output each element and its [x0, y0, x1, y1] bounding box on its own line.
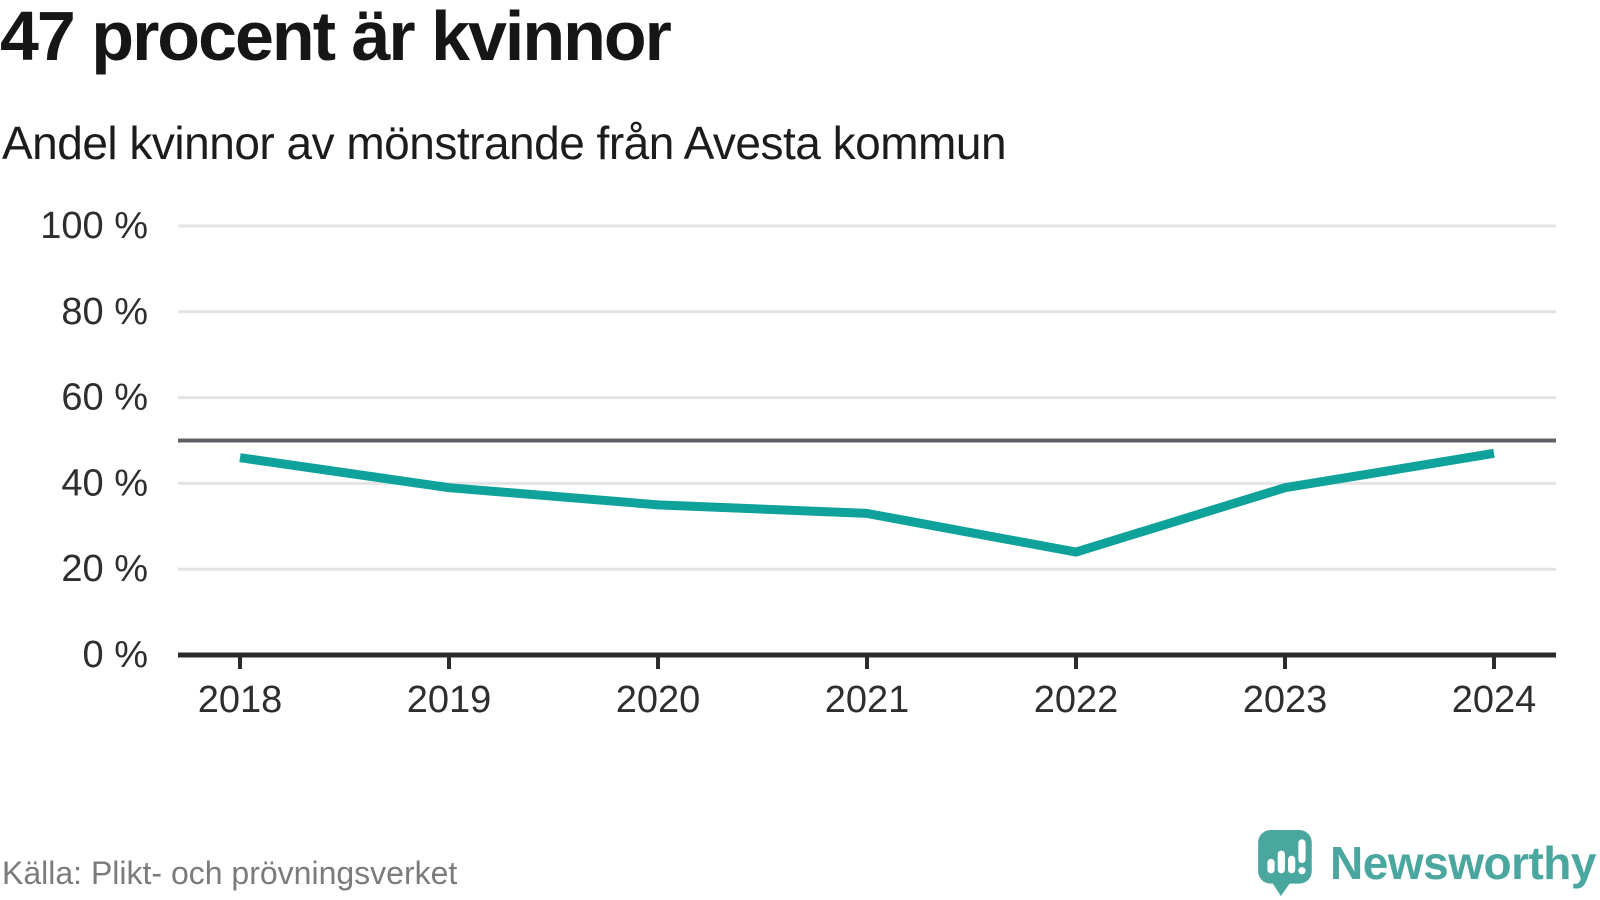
- x-axis-tick-label: 2024: [1452, 679, 1537, 721]
- newsworthy-logo-icon: [1258, 830, 1312, 896]
- x-axis-tick-label: 2022: [1034, 679, 1119, 721]
- chart-title: 47 procent är kvinnor: [0, 0, 672, 75]
- y-axis-tick-label: 100 %: [40, 205, 148, 247]
- x-axis-tick-label: 2019: [407, 679, 492, 721]
- chart-subtitle: Andel kvinnor av mönstrande från Avesta …: [2, 117, 1007, 169]
- x-axis-tick-label: 2021: [825, 679, 910, 721]
- y-axis-tick-label: 80 %: [61, 291, 148, 333]
- y-axis-tick-label: 40 %: [61, 462, 148, 504]
- y-axis-tick-label: 0 %: [83, 634, 148, 676]
- y-axis-tick-label: 20 %: [61, 548, 148, 590]
- brand-footer: Newsworthy: [1258, 830, 1596, 896]
- y-axis-tick-label: 60 %: [61, 377, 148, 419]
- source-note: Källa: Plikt- och prövningsverket: [2, 855, 458, 891]
- data-line-andel-kvinnor: [239, 448, 1495, 557]
- x-axis-tick-label: 2020: [616, 679, 701, 721]
- x-axis-tick-label: 2023: [1243, 679, 1328, 721]
- brand-wordmark: Newsworthy: [1330, 837, 1596, 889]
- x-axis-tick-label: 2018: [198, 679, 283, 721]
